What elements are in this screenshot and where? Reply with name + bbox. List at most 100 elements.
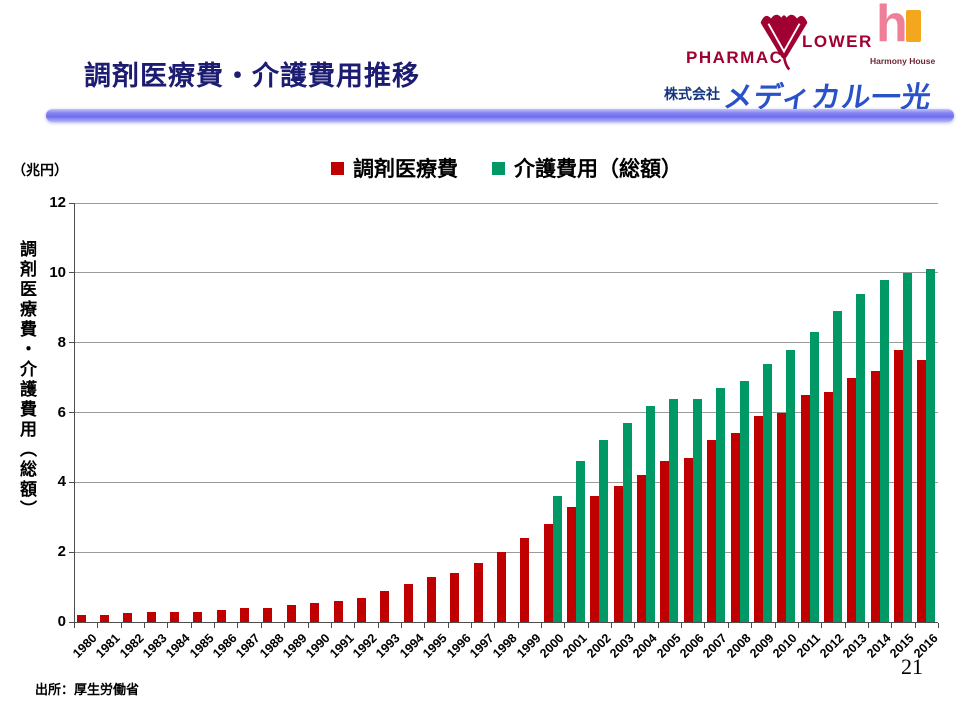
unit-label: （兆円） xyxy=(12,162,68,178)
x-tick-mark xyxy=(611,623,613,628)
x-axis-label-2001: 2001 xyxy=(560,631,590,661)
y-axis-label-0: 0 xyxy=(57,613,66,630)
dispensing-cost-bar-1984 xyxy=(170,611,180,622)
x-tick-mark xyxy=(260,623,262,628)
legend-swatch-dispensing-cost xyxy=(331,161,344,175)
page-number: 21 xyxy=(901,654,923,679)
y-tick-mark xyxy=(69,551,74,553)
y-axis-label-2: 2 xyxy=(57,543,66,561)
care-cost-bar-2013 xyxy=(856,293,866,622)
x-axis-label-2010: 2010 xyxy=(770,631,801,661)
x-tick-mark xyxy=(470,623,472,628)
y-tick-mark xyxy=(69,481,74,483)
harmony-house-h-icon: h xyxy=(876,0,908,53)
x-axis-label-2000: 2000 xyxy=(537,631,567,661)
care-cost-bar-2002 xyxy=(599,440,609,622)
dispensing-cost-bar-2014 xyxy=(870,370,880,622)
x-tick-mark xyxy=(681,623,683,628)
x-tick-mark xyxy=(727,623,729,628)
tulip-flower-icon xyxy=(758,10,810,77)
x-axis-label-1985: 1985 xyxy=(186,631,217,661)
x-tick-mark xyxy=(891,623,893,628)
company-logo: 株式会社 メディカル一光 xyxy=(664,74,934,116)
slide-title: 調剤医療費・介護費用推移 xyxy=(84,61,420,91)
x-axis-label-1999: 1999 xyxy=(513,631,544,661)
gridline-10 xyxy=(74,272,938,274)
y-tick-mark xyxy=(69,412,74,413)
x-axis-label-1998: 1998 xyxy=(490,631,520,661)
x-tick-mark xyxy=(214,623,216,628)
source-note: 出所：厚生労働省 xyxy=(35,682,140,697)
x-axis-label-2005: 2005 xyxy=(653,631,684,661)
x-tick-mark xyxy=(377,623,379,628)
dispensing-cost-bar-1988 xyxy=(263,608,273,622)
x-axis-label-1989: 1989 xyxy=(280,631,310,661)
dispensing-cost-bar-2006 xyxy=(683,457,693,622)
x-axis-label-2007: 2007 xyxy=(700,631,731,661)
x-tick-mark xyxy=(541,623,543,628)
y-axis-label-12: 12 xyxy=(49,194,66,211)
legend-item-care-cost: 介護費用（総額） xyxy=(492,153,682,183)
y-axis-label-10: 10 xyxy=(49,263,66,281)
x-tick-mark xyxy=(190,623,192,628)
x-axis-label-1996: 1996 xyxy=(443,631,474,661)
x-tick-mark xyxy=(844,623,846,628)
dispensing-cost-bar-2009 xyxy=(753,415,763,622)
x-axis-label-1995: 1995 xyxy=(420,631,450,661)
dispensing-cost-bar-1982 xyxy=(123,613,133,622)
care-cost-bar-2014 xyxy=(879,279,889,622)
y-tick-mark xyxy=(69,342,74,344)
legend-item-dispensing-cost: 調剤医療費 xyxy=(331,153,458,183)
x-axis-label-2002: 2002 xyxy=(583,631,614,661)
care-cost-bar-2006 xyxy=(692,398,702,622)
y-axis-label-4: 4 xyxy=(57,473,66,491)
x-axis-label-1992: 1992 xyxy=(350,631,380,661)
care-cost-bar-2004 xyxy=(646,405,656,622)
x-tick-mark xyxy=(914,623,916,628)
legend-label-care-cost: 介護費用（総額） xyxy=(514,158,682,181)
x-axis-label-1987: 1987 xyxy=(233,631,264,661)
dispensing-cost-bar-2005 xyxy=(660,461,670,622)
gridline-8 xyxy=(74,342,938,344)
x-axis-label-1994: 1994 xyxy=(396,631,427,661)
pharmacy-flower-logo-text-left: PHARMAC xyxy=(686,48,784,67)
company-prefix: 株式会社 xyxy=(664,86,720,102)
care-cost-bar-2007 xyxy=(716,388,726,622)
y-tick-mark xyxy=(69,202,74,204)
x-tick-mark xyxy=(564,623,566,628)
care-cost-bar-2012 xyxy=(832,311,842,622)
dispensing-cost-bar-1996 xyxy=(450,573,460,622)
x-tick-mark xyxy=(97,623,99,628)
x-axis-label-1980: 1980 xyxy=(70,631,100,661)
dispensing-cost-bar-2012 xyxy=(823,391,833,622)
x-axis-label-1982: 1982 xyxy=(116,631,147,661)
x-axis-label-1993: 1993 xyxy=(373,631,404,661)
dispensing-cost-bar-2007 xyxy=(707,440,717,622)
x-axis-line xyxy=(74,622,938,623)
gridline-4 xyxy=(74,481,938,483)
care-cost-bar-2005 xyxy=(669,398,679,622)
y-tick-mark xyxy=(69,272,74,274)
dispensing-cost-bar-2016 xyxy=(917,360,927,622)
x-tick-mark xyxy=(144,623,146,628)
x-axis-label-2012: 2012 xyxy=(817,631,847,661)
x-tick-mark xyxy=(774,623,776,628)
dispensing-cost-bar-1999 xyxy=(520,538,530,622)
dispensing-cost-bar-2015 xyxy=(893,349,903,622)
legend-label-dispensing-cost: 調剤医療費 xyxy=(353,158,458,181)
dispensing-cost-bar-1985 xyxy=(193,611,203,622)
dispensing-cost-bar-1983 xyxy=(146,611,156,622)
x-axis-label-2003: 2003 xyxy=(607,631,637,661)
dispensing-cost-bar-1987 xyxy=(240,608,250,622)
x-tick-mark xyxy=(237,623,239,628)
x-axis-label-1986: 1986 xyxy=(210,631,240,661)
dispensing-cost-bar-2003 xyxy=(613,485,623,622)
header-divider-bar xyxy=(46,109,954,122)
dispensing-cost-bar-1993 xyxy=(380,590,390,622)
x-tick-mark xyxy=(704,623,706,628)
dispensing-cost-bar-1980 xyxy=(76,615,86,622)
care-cost-bar-2011 xyxy=(809,332,819,622)
care-cost-bar-2003 xyxy=(622,422,632,622)
